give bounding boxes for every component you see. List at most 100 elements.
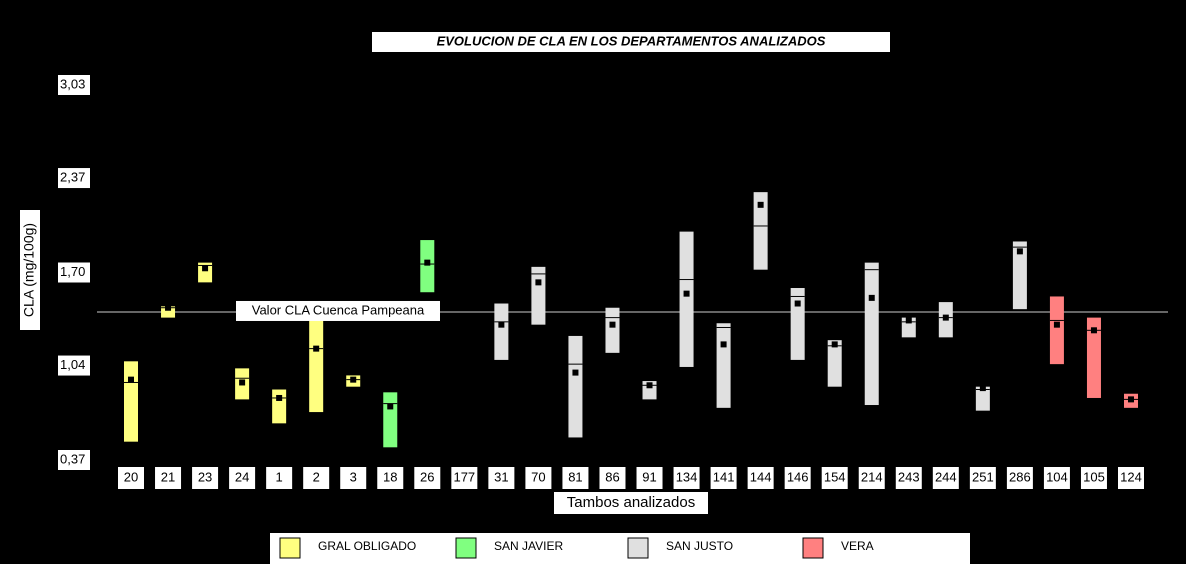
x-tick-box (1118, 467, 1144, 489)
box (568, 335, 583, 438)
mean-marker (202, 265, 209, 272)
box (420, 240, 435, 293)
legend-swatch (627, 537, 649, 559)
legend-box (270, 533, 970, 564)
mean-marker (1053, 321, 1060, 328)
box (790, 288, 805, 360)
x-tick-label: 251 (972, 469, 994, 484)
mean-marker (1128, 396, 1134, 403)
x-tick-label: 124 (1120, 469, 1142, 484)
x-tick-label: 86 (605, 469, 619, 484)
x-tick-label: 20 (124, 469, 138, 484)
x-tick-box (340, 467, 367, 489)
mean-marker (424, 259, 431, 266)
box (161, 306, 176, 318)
y-tick-box (58, 450, 90, 470)
x-tick-label: 144 (750, 469, 772, 484)
x-tick-label: 214 (861, 469, 883, 484)
x-tick-box (414, 467, 441, 489)
chart-title: EVOLUCION DE CLA EN LOS DEPARTAMENTOS AN… (437, 33, 826, 48)
x-tick-box (710, 467, 737, 489)
y-tick-label: 3,03 (60, 76, 85, 91)
x-tick-label: 104 (1046, 469, 1068, 484)
x-tick-label: 134 (676, 469, 698, 484)
x-tick-label: 154 (824, 469, 846, 484)
mean-marker (535, 279, 542, 286)
box (864, 262, 879, 406)
x-tick-label: 70 (531, 469, 545, 484)
legend-swatch (455, 537, 477, 559)
x-tick-label: 177 (453, 469, 475, 484)
x-tick-box (895, 467, 922, 489)
box (1049, 296, 1064, 365)
mean-marker (350, 376, 357, 383)
x-tick-box (1006, 467, 1033, 489)
box (1012, 241, 1027, 310)
box (198, 262, 213, 283)
x-tick-label: 243 (898, 469, 920, 484)
y-axis-title: CLA (mg/100g) (21, 223, 37, 317)
box (531, 266, 546, 325)
x-tick-box (377, 467, 404, 489)
mean-marker (868, 294, 875, 301)
legend-swatch (802, 537, 824, 559)
box (494, 303, 509, 360)
y-tick-label: 1,04 (60, 357, 85, 372)
y-tick-label: 1,70 (60, 264, 85, 279)
box (901, 317, 916, 338)
box (383, 392, 398, 448)
mean-marker (165, 304, 172, 311)
x-tick-box (636, 467, 663, 489)
x-tick-label: 31 (494, 469, 508, 484)
mean-marker (609, 321, 616, 328)
mean-marker (942, 314, 949, 321)
x-tick-label: 91 (642, 469, 656, 484)
box (753, 192, 768, 270)
mean-marker (128, 376, 134, 383)
x-tick-box (784, 467, 811, 489)
x-axis-title: Tambos analizados (567, 494, 695, 511)
mean-marker (979, 385, 986, 392)
x-tick-label: 23 (198, 469, 212, 484)
box (975, 386, 990, 411)
box (1086, 317, 1101, 398)
x-tick-box (969, 467, 996, 489)
mean-marker (276, 394, 283, 401)
box (827, 340, 842, 387)
mean-marker (313, 345, 320, 352)
legend-label: GRAL OBLIGADO (318, 539, 416, 553)
mean-marker (905, 317, 912, 324)
x-tick-box (932, 467, 959, 489)
reference-label: Valor CLA Cuenca Pampeana (252, 302, 425, 317)
x-tick-label: 2 (313, 469, 320, 484)
y-tick-label: 0,37 (60, 451, 85, 466)
x-tick-label: 244 (935, 469, 957, 484)
box (124, 361, 138, 442)
mean-marker (498, 321, 505, 328)
legend-label: SAN JUSTO (666, 539, 733, 553)
box (679, 231, 694, 367)
y-tick-box (58, 75, 90, 95)
y-tick-label: 2,37 (60, 169, 85, 184)
mean-marker (572, 369, 579, 376)
x-tick-box (488, 467, 515, 489)
x-tick-label: 141 (713, 469, 735, 484)
mean-marker (794, 300, 801, 307)
x-tick-box (747, 467, 774, 489)
mean-marker (683, 290, 690, 297)
mean-marker (387, 403, 394, 410)
x-tick-label: 24 (235, 469, 249, 484)
mean-marker (720, 341, 727, 348)
mean-marker (239, 379, 246, 386)
mean-marker (646, 382, 653, 389)
x-tick-label: 286 (1009, 469, 1031, 484)
y-tick-box (58, 355, 90, 376)
x-tick-box (673, 467, 700, 489)
legend-label: SAN JAVIER (494, 539, 563, 553)
x-tick-box (229, 467, 256, 489)
y-tick-box (58, 262, 90, 283)
x-tick-box (858, 467, 885, 489)
box (272, 389, 287, 424)
x-tick-box (599, 467, 626, 489)
